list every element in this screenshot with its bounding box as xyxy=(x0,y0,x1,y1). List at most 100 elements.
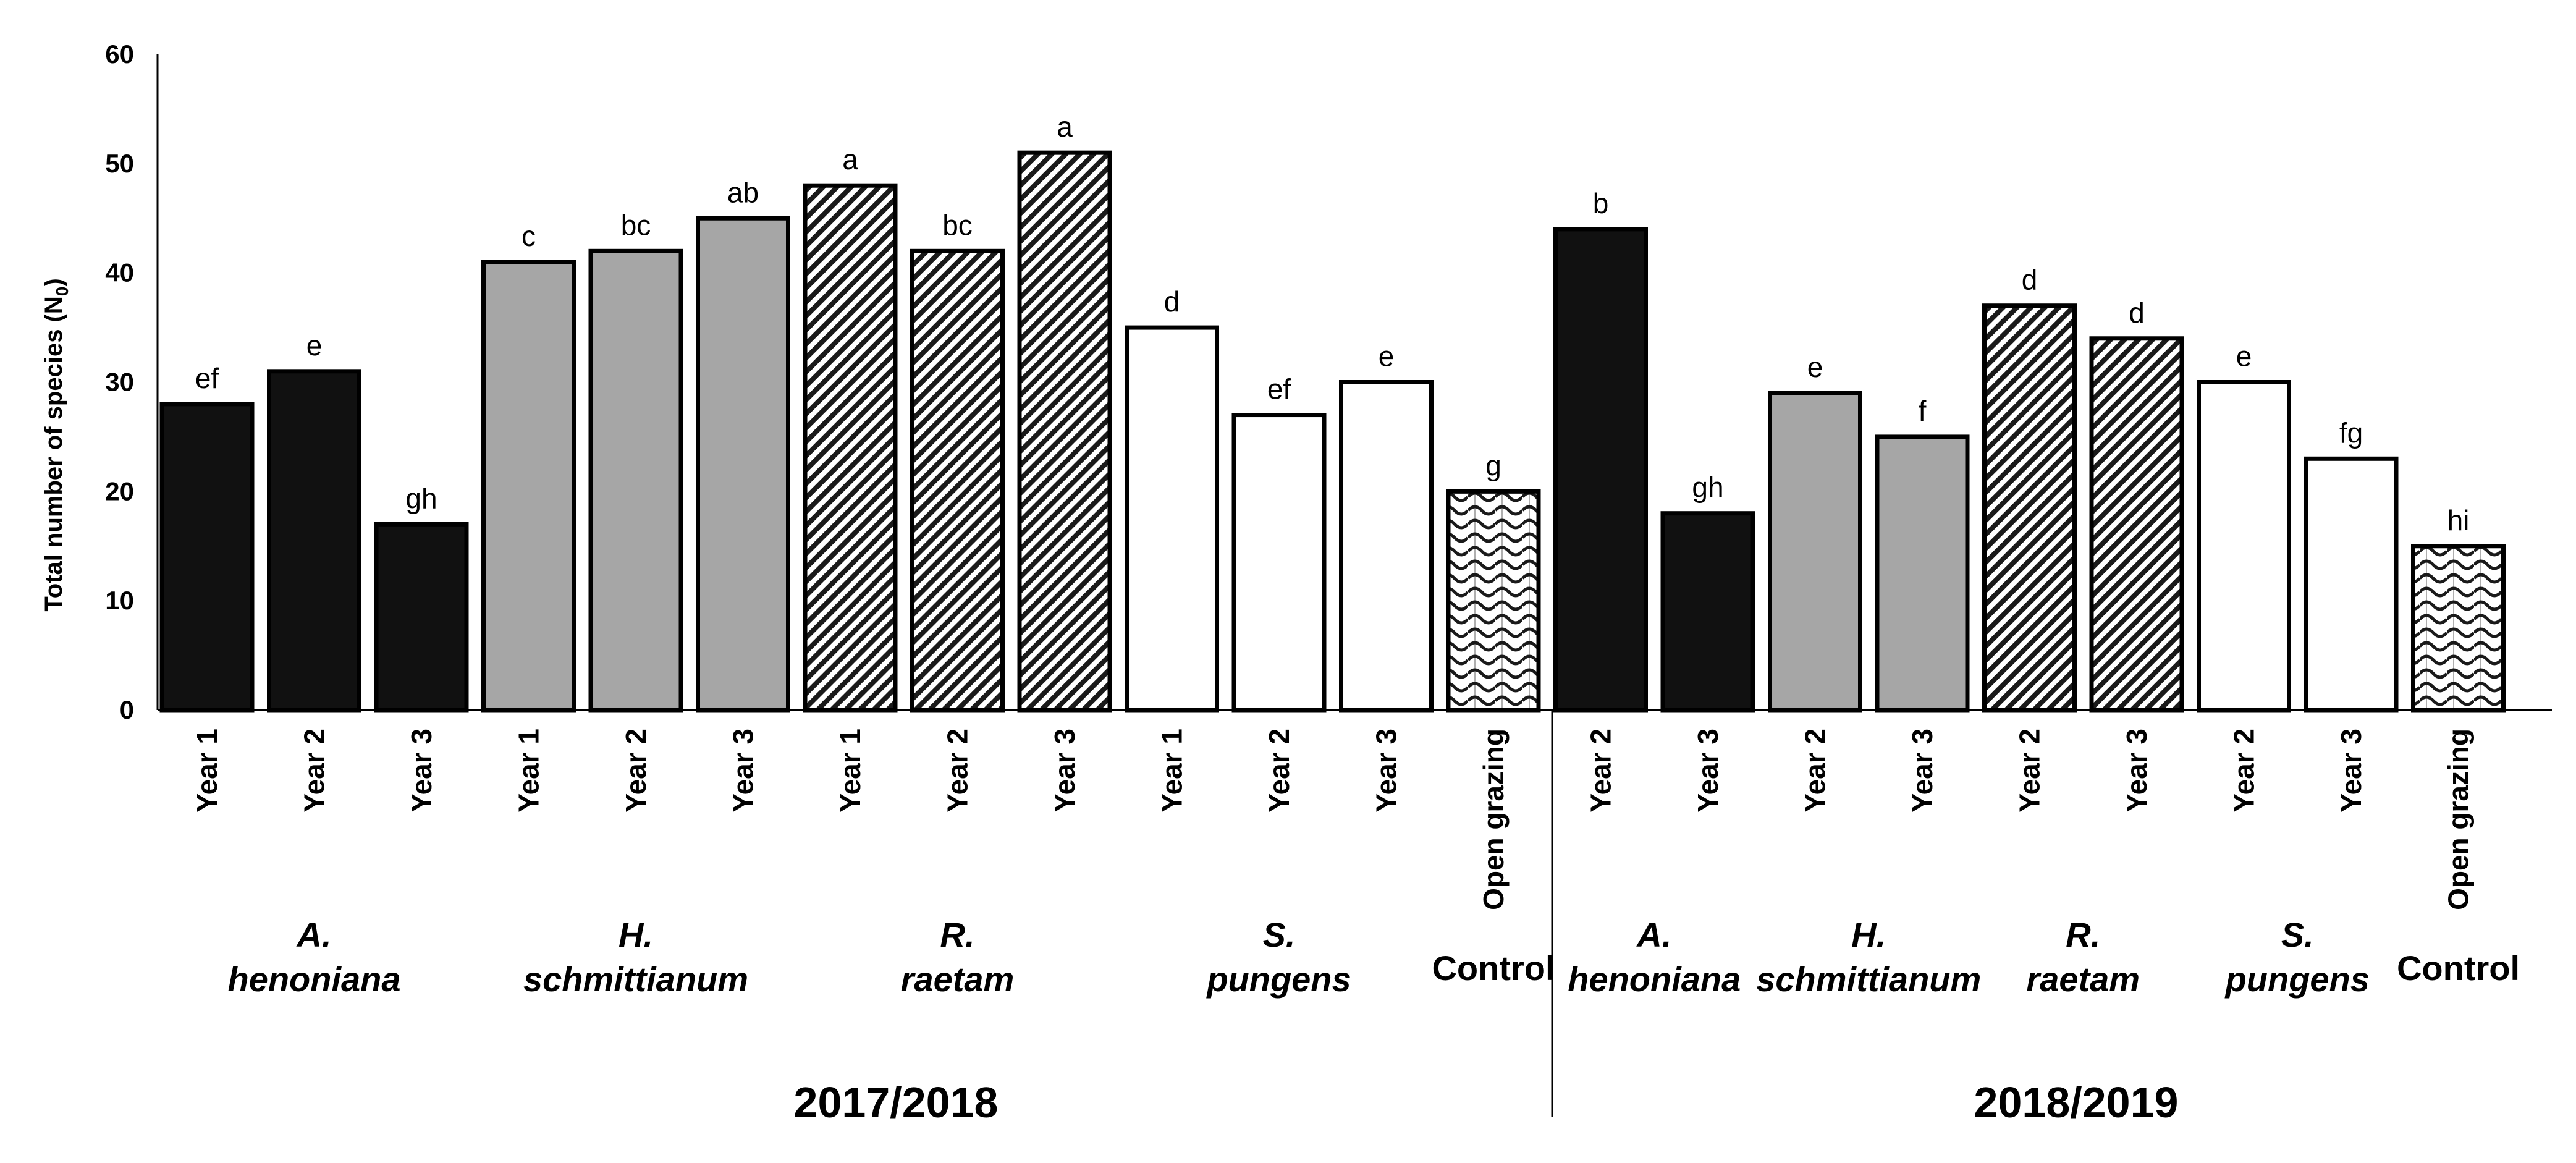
group-label-genus: H. xyxy=(1851,915,1886,954)
category-label: Open grazing xyxy=(2443,729,2475,910)
category-labels: Year 1 Year 2 Year 3 Year 1 Year 2 Year 3 Year… xyxy=(191,729,2475,910)
bar xyxy=(1982,303,2077,713)
significance-letter: a xyxy=(842,143,858,176)
y-tick-labels: 0 10 20 30 40 50 60 xyxy=(105,40,134,724)
group-label-species: pungens xyxy=(2224,960,2370,999)
group-label-genus: H. xyxy=(619,915,653,954)
group-label-species: raetam xyxy=(2026,960,2140,999)
bar xyxy=(2197,380,2291,713)
bar xyxy=(374,522,469,713)
y-tick-label: 20 xyxy=(105,476,134,505)
group-label-control: Control xyxy=(1432,949,1555,987)
significance-letter: g xyxy=(1485,449,1501,481)
category-label: Year 3 xyxy=(405,729,437,813)
significance-letter: ab xyxy=(727,176,759,208)
category-label: Year 1 xyxy=(834,729,866,813)
category-label: Year 2 xyxy=(942,729,974,813)
category-label: Year 2 xyxy=(1585,729,1617,813)
bar xyxy=(1446,489,1541,713)
group-label-genus: A. xyxy=(1636,915,1671,954)
bar xyxy=(267,369,361,713)
bar xyxy=(1339,380,1434,713)
group-label-genus: S. xyxy=(2281,915,2314,954)
y-axis-label-close: ) xyxy=(40,278,67,286)
y-axis-label-subscript: 0 xyxy=(53,287,72,297)
season-label-2018-2019: 2018/2019 xyxy=(1974,1078,2179,1127)
significance-letter: ef xyxy=(1267,373,1291,405)
season-label-2017-2018: 2017/2018 xyxy=(794,1078,999,1127)
significance-letter: e xyxy=(306,329,323,362)
group-label-genus: R. xyxy=(2066,915,2100,954)
significance-letter: e xyxy=(2236,340,2252,373)
category-label: Year 2 xyxy=(2228,729,2260,813)
significance-letter: hi xyxy=(2447,504,2470,536)
category-label: Year 2 xyxy=(1263,729,1295,813)
category-label: Year 2 xyxy=(298,729,331,813)
y-axis-label-main: Total number of species (N xyxy=(40,296,67,611)
bar xyxy=(1125,325,1219,713)
significance-letter: f xyxy=(1919,395,1927,427)
category-label: Year 2 xyxy=(1799,729,1831,813)
category-label: Year 3 xyxy=(1906,729,1938,813)
significance-letter: ef xyxy=(195,362,219,394)
bar xyxy=(2089,336,2184,713)
group-label-species: schmittianum xyxy=(523,960,748,999)
category-label: Year 2 xyxy=(620,729,652,813)
significance-letter: c xyxy=(522,220,536,252)
category-label: Open grazing xyxy=(1477,729,1510,910)
bar xyxy=(1017,150,1112,713)
category-label: Year 3 xyxy=(1370,729,1403,813)
group-label-species: schmittianum xyxy=(1756,960,1981,999)
group-label-species: raetam xyxy=(901,960,1015,999)
category-label: Year 3 xyxy=(2335,729,2367,813)
significance-letter: e xyxy=(1379,340,1395,373)
significance-letter: bc xyxy=(942,209,973,241)
y-tick-label: 10 xyxy=(105,586,134,615)
category-label: Year 1 xyxy=(513,729,545,813)
bar xyxy=(803,183,898,713)
bar xyxy=(1875,434,1970,713)
category-label: Year 3 xyxy=(1049,729,1081,813)
category-label: Year 3 xyxy=(2121,729,2153,813)
category-label: Year 2 xyxy=(2014,729,2046,813)
significance-letter: b xyxy=(1593,187,1609,219)
significance-letter: d xyxy=(2022,264,2038,296)
group-label-species: pungens xyxy=(1206,960,1351,999)
y-tick-label: 0 xyxy=(120,695,134,724)
y-tick-label: 40 xyxy=(105,258,134,287)
bar xyxy=(588,248,683,713)
group-label-genus: S. xyxy=(1263,915,1296,954)
significance-letter: a xyxy=(1057,111,1073,143)
group-label-control: Control xyxy=(2397,949,2520,987)
y-tick-label: 60 xyxy=(105,40,134,69)
significance-letter: d xyxy=(2129,297,2145,329)
category-label: Year 3 xyxy=(1692,729,1724,813)
bar xyxy=(1231,413,1327,713)
bar xyxy=(910,248,1005,713)
significance-letter: fg xyxy=(2339,417,2363,449)
category-label: Year 1 xyxy=(1156,729,1188,813)
significance-letter: d xyxy=(1164,285,1180,318)
bars xyxy=(159,150,2506,713)
significance-letter: gh xyxy=(405,482,437,514)
y-axis-label: Total number of species (N0) xyxy=(40,278,72,611)
y-tick-label: 30 xyxy=(105,368,134,397)
bar xyxy=(1553,227,1648,713)
category-label: Year 1 xyxy=(191,729,223,813)
bar xyxy=(159,402,255,713)
group-labels: A. henoniana H. schmittianum R. raetam S. punge… xyxy=(227,915,2520,999)
significance-letter: e xyxy=(1807,351,1823,383)
category-label: Year 3 xyxy=(727,729,759,813)
bar xyxy=(1768,391,1862,713)
bar xyxy=(696,216,790,713)
group-label-species: henoniana xyxy=(1568,960,1741,999)
bar xyxy=(1660,511,1755,713)
y-tick-label: 50 xyxy=(105,149,134,178)
bar xyxy=(2304,456,2399,713)
bar xyxy=(2411,544,2506,713)
group-label-genus: R. xyxy=(940,915,975,954)
group-label-species: henoniana xyxy=(227,960,400,999)
significance-letter: gh xyxy=(1692,472,1723,504)
